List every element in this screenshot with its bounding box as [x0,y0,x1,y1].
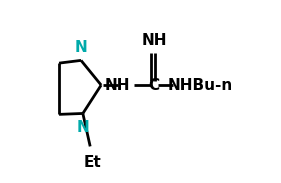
Text: NHBu-n: NHBu-n [167,78,233,93]
Text: N: N [75,40,87,55]
Text: Et: Et [83,155,101,170]
Text: NH: NH [141,33,167,48]
Text: N: N [76,120,89,135]
Text: C: C [149,78,160,93]
Text: NH: NH [105,78,130,93]
